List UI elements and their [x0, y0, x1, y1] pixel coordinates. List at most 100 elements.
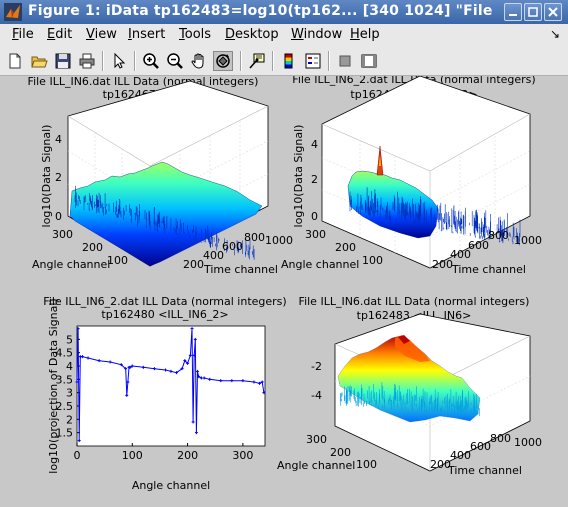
figure-plots[interactable]: File ILL_IN6.dat ILL Data (normal intege…	[0, 73, 568, 503]
zoom-out-icon[interactable]	[166, 52, 184, 70]
rotate-3d-button[interactable]	[213, 51, 233, 71]
data-point	[197, 375, 201, 379]
print-icon[interactable]	[78, 52, 96, 70]
menu-file[interactable]: File	[12, 27, 34, 42]
data-point	[152, 367, 156, 371]
toolbar-separator	[240, 51, 242, 71]
open-folder-icon[interactable]	[30, 52, 48, 70]
y-tick: 100	[356, 458, 377, 471]
close-icon	[548, 7, 558, 17]
surface-mesh	[69, 161, 263, 267]
z-tick: -2	[311, 360, 322, 373]
x-tick: 400	[450, 248, 471, 261]
plot-title-line1: File ILL_IN6_2.dat ILL Data (normal inte…	[43, 295, 286, 308]
z-axis-label: log10(Data Signal)	[292, 125, 305, 228]
y-tick-label: 4.5	[56, 347, 74, 360]
noise-spike-lines	[340, 382, 480, 417]
data-point	[108, 360, 112, 364]
noise-spikes	[349, 187, 521, 246]
data-point	[208, 377, 212, 381]
data-point	[163, 368, 167, 372]
data-point	[186, 361, 190, 365]
close-button[interactable]	[544, 3, 562, 21]
toolbar-separator	[134, 51, 136, 71]
menu-view[interactable]: View	[86, 27, 117, 42]
z-tick: 4	[311, 138, 318, 151]
menu-window[interactable]: Window	[291, 27, 343, 42]
z-axis-label: log10(Data Signal)	[40, 125, 53, 228]
minimize-icon	[509, 14, 517, 16]
menu-edit[interactable]: Edit	[47, 27, 73, 42]
data-point	[262, 391, 266, 395]
y-axis-label: Angle channel	[32, 258, 110, 271]
x-tick: 200	[183, 258, 204, 271]
z-tick: -4	[311, 389, 322, 402]
y-tick-label: 1.5	[56, 427, 74, 440]
menu-desktop[interactable]: Desktop	[225, 27, 279, 42]
show-plot-tools-icon[interactable]	[360, 52, 378, 70]
x-axis-label: Time channel	[203, 263, 278, 276]
dock-arrow-icon[interactable]: ↘	[549, 27, 560, 41]
data-cursor-icon[interactable]	[248, 52, 266, 70]
pointer-icon[interactable]	[110, 52, 128, 70]
pan-hand-icon[interactable]	[190, 52, 208, 70]
x-axis-label: Time channel	[447, 464, 522, 477]
y-tick: 300	[306, 433, 327, 446]
data-point	[125, 393, 129, 397]
save-icon[interactable]	[54, 52, 72, 70]
y-tick-label: 2	[66, 413, 73, 426]
data-point	[188, 353, 192, 357]
legend-icon[interactable]	[304, 52, 322, 70]
x-tick: 600	[222, 240, 243, 253]
data-point	[86, 356, 90, 360]
data-point	[260, 380, 264, 384]
hide-plot-tools-icon[interactable]	[336, 52, 354, 70]
colorbar-icon[interactable]	[280, 52, 298, 70]
y-tick: 200	[330, 446, 351, 459]
data-point	[175, 371, 179, 375]
y-tick: 200	[335, 241, 356, 254]
zoom-in-icon[interactable]	[142, 52, 160, 70]
x-tick: 200	[432, 258, 453, 271]
noise-spike-lines	[349, 187, 521, 246]
menu-tools[interactable]: Tools	[179, 27, 212, 42]
plot-title-line1: File ILL_IN6.dat ILL Data (normal intege…	[299, 295, 530, 308]
maximize-icon	[528, 7, 538, 17]
minimize-button[interactable]	[504, 3, 522, 21]
y-tick-label: 3	[66, 387, 73, 400]
toolbar-separator	[102, 51, 104, 71]
plot-top-right[interactable]: File ILL_IN6_2.dat ILL Data (normal inte…	[281, 73, 542, 276]
figure-canvas[interactable]: File ILL_IN6.dat ILL Data (normal intege…	[0, 73, 568, 503]
x-tick: 1000	[265, 234, 293, 247]
y-tick: 200	[82, 241, 103, 254]
data-point	[241, 379, 245, 383]
y-tick-label: 5	[66, 333, 73, 346]
x-axis-label: Angle channel	[132, 479, 210, 492]
data-point	[81, 355, 85, 359]
menu-insert[interactable]: Insert	[128, 27, 166, 42]
noise-spikes	[340, 382, 480, 417]
y-tick: 300	[305, 228, 326, 241]
x-tick: 1000	[514, 436, 542, 449]
y-tick: 100	[362, 254, 383, 267]
title-bar[interactable]: Figure 1: iData tp162483=log10(tp162... …	[0, 0, 568, 24]
figure-toolbar	[0, 46, 568, 76]
x-tick: 200	[430, 458, 451, 471]
maximize-button[interactable]	[524, 3, 542, 21]
x-tick-label: 300	[232, 449, 253, 462]
y-tick: 100	[107, 254, 128, 267]
x-tick: 400	[450, 449, 471, 462]
data-point	[75, 380, 79, 384]
new-file-icon[interactable]	[6, 52, 24, 70]
data-point	[130, 364, 134, 368]
x-tick-label: 100	[122, 449, 143, 462]
plot-top-left[interactable]: File ILL_IN6.dat ILL Data (normal intege…	[28, 75, 293, 276]
menu-help[interactable]: Help	[350, 27, 380, 42]
data-point	[252, 380, 256, 384]
x-tick: 800	[244, 231, 265, 244]
z-tick: 0	[311, 210, 318, 223]
plot-bottom-left[interactable]: File ILL_IN6_2.dat ILL Data (normal inte…	[43, 295, 286, 492]
plot-bottom-right[interactable]: File ILL_IN6.dat ILL Data (normal intege…	[277, 295, 542, 477]
x-tick-label: 200	[177, 449, 198, 462]
